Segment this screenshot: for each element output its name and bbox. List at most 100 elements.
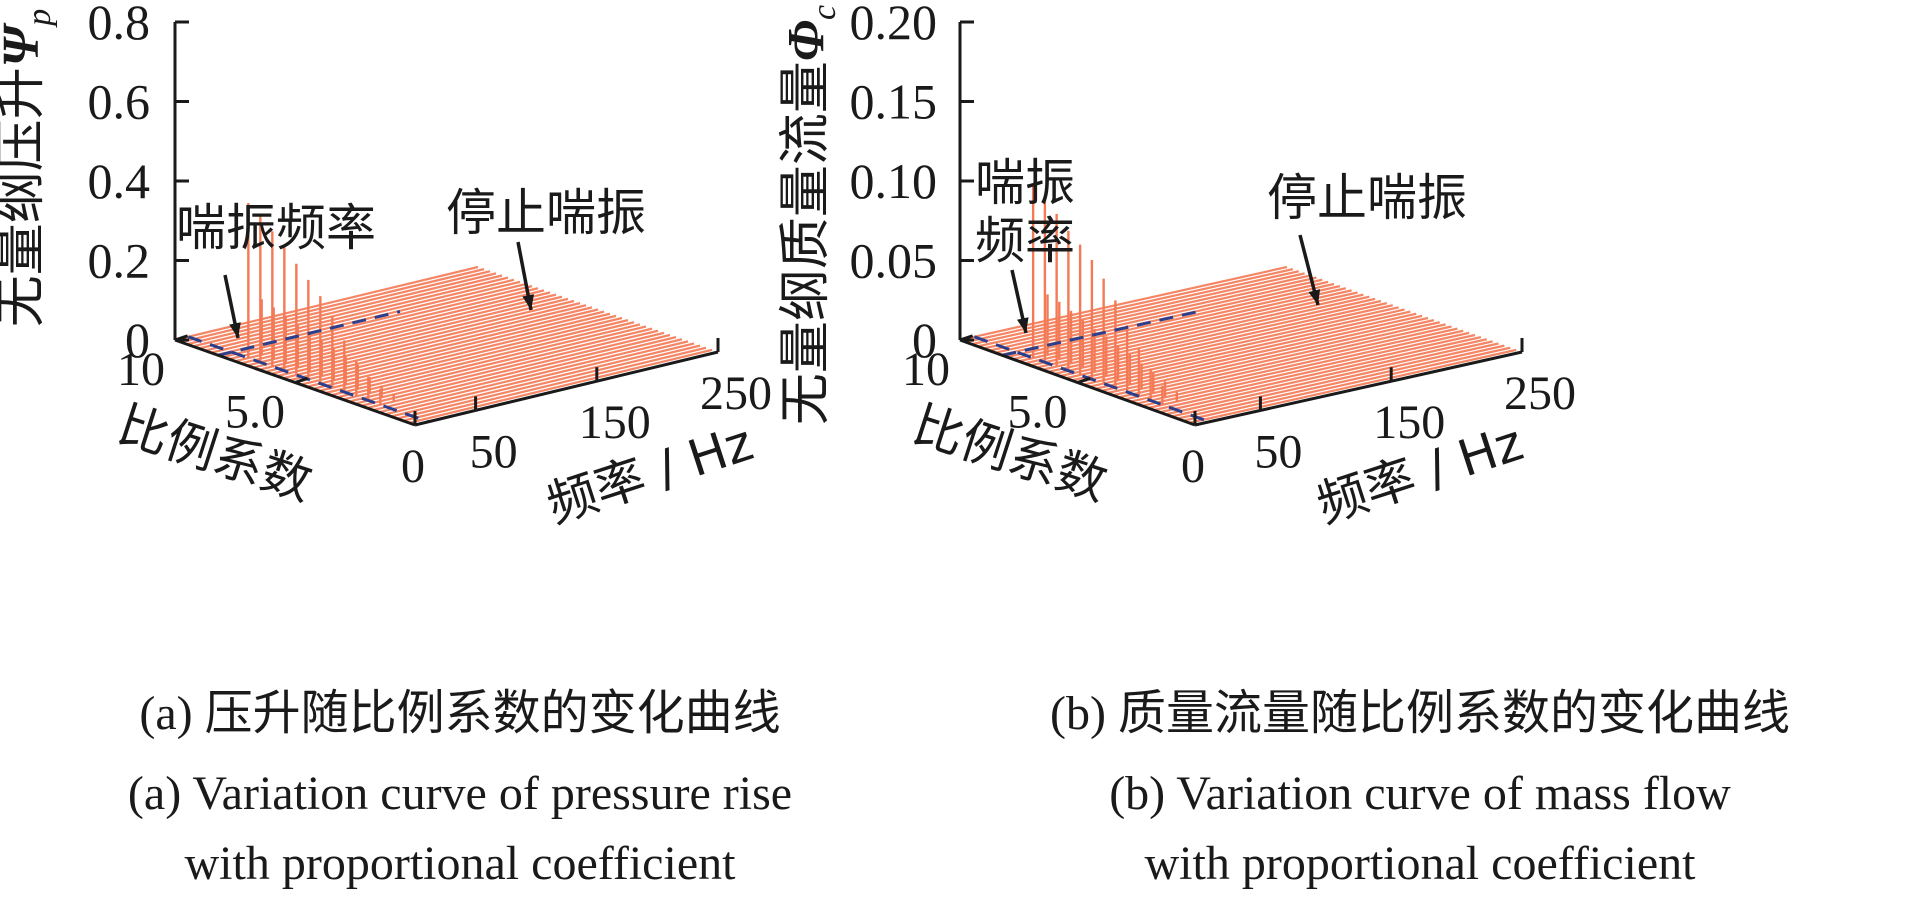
frequency-axis-line [1194, 350, 1523, 427]
spectrum-trace [959, 265, 1288, 342]
stop-surge-arrow-head [1308, 289, 1321, 305]
caption-b-english-line2: with proportional coefficient [1144, 837, 1696, 890]
spectrum-trace [1124, 325, 1452, 401]
y-axis-label: 无量纲质量流量Φc [776, 5, 843, 425]
coefficient-tick [294, 376, 309, 384]
surge-peaks [1031, 186, 1178, 405]
annotation-surge-frequency: 喘振频率 [176, 199, 376, 257]
y-tick-label: 0.10 [850, 153, 938, 209]
panel-b-mass-flow-chart: 0 0.05 0.10 0.15 0.20 0 50 150 250 5.0 10 无量纲质量流量Φc… [776, 0, 1576, 534]
surge-frequency-dashed-line [973, 335, 1210, 424]
spectrum-trace [1159, 338, 1487, 414]
coefficient-tick-label: 10 [117, 343, 165, 396]
spectrum-trace [1089, 312, 1417, 388]
y-axis-subscript: c [806, 5, 843, 20]
spectrum-trace [228, 285, 533, 361]
spectrum-trace [1106, 319, 1435, 395]
caption-a-english-line2: with proportional coefficient [184, 837, 736, 890]
spectrum-trace [366, 333, 671, 410]
waterfall-traces [174, 265, 719, 427]
spectrum-trace [402, 346, 707, 422]
stop-surge-arrow-head [522, 294, 535, 310]
spectrum-trace [264, 297, 569, 373]
spectrum-trace [1118, 323, 1446, 399]
spectrum-trace [390, 342, 695, 418]
spectrum-trace [1100, 316, 1429, 393]
spectrum-trace [408, 348, 713, 424]
y-tick-label: 0 [125, 312, 150, 368]
spectrum-trace [276, 302, 581, 378]
spectrum-trace [348, 327, 653, 403]
caption-a-english-line1: (a) Variation curve of pressure rise [127, 767, 793, 820]
y-axis-label: 无量纲压升Ψp [0, 9, 58, 328]
frequency-tick-label: 0 [401, 440, 425, 493]
coefficient-tick-label: 5.0 [225, 386, 285, 439]
stop-surge-dashed-line [1001, 310, 1199, 357]
spectrum-trace [378, 338, 683, 414]
spectrum-trace [1136, 329, 1464, 405]
coefficient-tick-label: 10 [902, 343, 950, 396]
spectrum-trace [1130, 327, 1458, 403]
y-axis-symbol: Ψ [0, 22, 50, 67]
y-tick-label: 0.8 [88, 0, 151, 50]
spectrum-trace [300, 310, 605, 386]
y-tick-label: 0.15 [850, 74, 938, 130]
spectrum-trace [1077, 308, 1405, 384]
spectrum-trace [252, 293, 557, 369]
y-tick-label: 0.6 [88, 74, 151, 130]
spectrum-trace [1042, 295, 1370, 371]
spectrum-trace [983, 274, 1311, 350]
surge-frequency-dashed-line [187, 335, 429, 424]
spectrum-trace [1188, 348, 1517, 424]
frequency-tick-label: 250 [700, 367, 772, 420]
spectrum-trace [1153, 336, 1482, 412]
coefficient-axis-label: 比例系数 [111, 395, 319, 512]
coefficient-tick [959, 334, 974, 342]
y-tick-label: 0.4 [88, 153, 151, 209]
spectrum-trace [240, 289, 545, 365]
surge-frequency-arrow-head [229, 322, 241, 338]
spectrum-trace [1165, 340, 1493, 416]
spectrum-trace [372, 336, 677, 412]
frequency-tick-label: 150 [579, 396, 651, 449]
frequency-tick-label: 0 [1181, 440, 1205, 493]
annotation-stop-surge: 停止喘振 [446, 184, 646, 242]
caption-b-english-line1: (b) Variation curve of mass flow [1109, 767, 1731, 820]
frequency-axis-line [414, 350, 719, 427]
y-axis-label-text: 无量纲质量流量 [776, 61, 836, 425]
spectrum-trace [342, 325, 647, 401]
spectrum-trace [1018, 287, 1346, 363]
frequency-tick-label: 150 [1373, 396, 1445, 449]
spectrum-trace [1065, 304, 1393, 380]
coefficient-tick-label: 5.0 [1008, 386, 1068, 439]
y-tick-label: 0.05 [850, 233, 938, 289]
spectrum-trace [1183, 346, 1511, 422]
spectrum-trace [180, 268, 485, 344]
coefficient-tick [174, 334, 189, 342]
surge-frequency-arrow-head [1016, 317, 1029, 333]
frequency-tick-label: 50 [470, 425, 518, 478]
spectrum-trace [174, 265, 479, 342]
caption-b-chinese: (b) 质量流量随比例系数的变化曲线 [1050, 687, 1790, 740]
spectrum-trace [354, 329, 659, 405]
caption-a-chinese: (a) 压升随比例系数的变化曲线 [139, 687, 781, 740]
spectrum-trace [1006, 282, 1335, 359]
y-axis-label-text: 无量纲压升 [0, 67, 51, 327]
y-tick-label: 0.20 [850, 0, 938, 50]
spectrum-trace [312, 314, 617, 390]
spectrum-trace [384, 340, 689, 416]
spectrum-trace [1177, 344, 1505, 420]
y-tick-label: 0 [912, 312, 937, 368]
frequency-tick-label: 250 [1504, 367, 1576, 420]
spectrum-trace [995, 278, 1323, 354]
spectrum-trace [1112, 321, 1440, 397]
spectrum-trace [204, 276, 509, 352]
spectrum-trace [324, 319, 629, 395]
spectrum-trace [1141, 331, 1470, 407]
surge-peaks [247, 203, 395, 405]
spectrum-trace [360, 331, 665, 407]
coefficient-tick [1077, 376, 1091, 384]
spectrum-trace [396, 344, 701, 420]
y-axis-symbol: Φ [778, 20, 835, 61]
